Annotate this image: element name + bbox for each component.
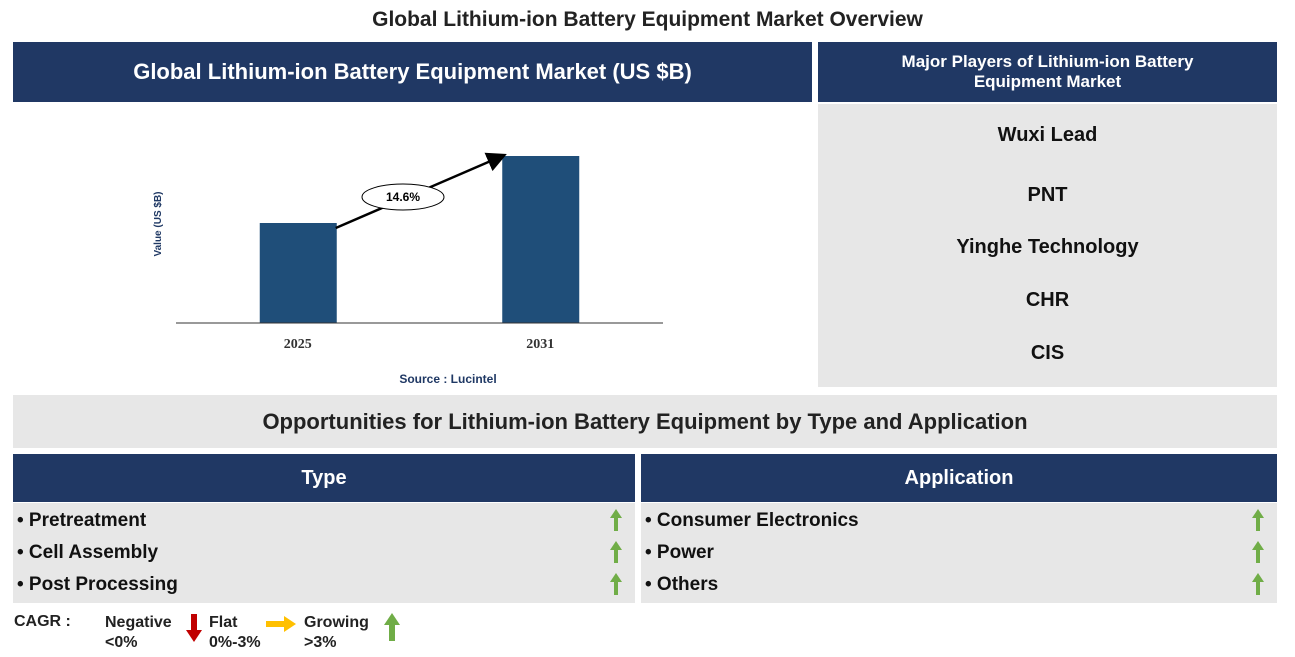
legend-range: <0% [105, 634, 138, 651]
down-arrow [186, 614, 202, 642]
players-panel: Wuxi Lead PNT Yinghe Technology CHR CIS [818, 104, 1277, 387]
source: Source : Lucintel [399, 372, 496, 386]
legend-flat: Flat 0%-3% [209, 613, 261, 653]
player-name: Wuxi Lead [997, 124, 1098, 146]
growth-arrow [610, 509, 622, 531]
bar [259, 223, 337, 323]
growth-arrow [610, 541, 622, 563]
right-arrow [266, 616, 296, 632]
chart-header: Global Lithium-ion Battery Equipment Mar… [13, 42, 812, 102]
player-name: PNT [1027, 184, 1068, 206]
chart: Value (US $B) 2025 2031 14.6% Source : Lucin… [153, 152, 663, 386]
application-panel: • Consumer Electronics • Power • Others [641, 503, 1277, 603]
list-item: • Cell Assembly [17, 542, 159, 563]
bar [502, 156, 580, 323]
legend-negative: Negative <0% [105, 613, 172, 653]
x-tick-label: 2025 [284, 337, 312, 352]
legend-growing: Growing >3% [304, 613, 369, 653]
legend-text: Negative [105, 614, 172, 631]
type-header: Type [13, 454, 635, 502]
player-name: CIS [1030, 342, 1065, 364]
legend-text: Growing [304, 614, 369, 631]
growth-arrow [1252, 573, 1264, 595]
type-panel: • Pretreatment • Cell Assembly • Post Proc… [13, 503, 635, 603]
players-header: Major Players of Lithium-ion Battery Equ… [818, 42, 1277, 102]
legend-range: 0%-3% [209, 634, 261, 651]
list-item: • Power [645, 542, 714, 563]
cagr-label: 14.6% [386, 190, 420, 204]
legend-label: CAGR : [14, 613, 71, 630]
opportunities-title: Opportunities for Lithium-ion Battery Eq… [13, 395, 1277, 448]
player-name: Yinghe Technology [956, 236, 1139, 258]
cagr-bubble [361, 183, 445, 211]
legend-range: >3% [304, 634, 337, 651]
list-item: • Consumer Electronics [645, 510, 859, 531]
growth-arrow [1252, 541, 1264, 563]
growth-arrow [610, 573, 622, 595]
list-item: • Others [645, 574, 719, 595]
legend-text: Flat [209, 614, 238, 631]
growth-arrow [1252, 509, 1264, 531]
list-item: • Post Processing [17, 574, 178, 595]
list-item: • Pretreatment [17, 510, 147, 531]
x-tick-label: 2031 [526, 337, 554, 352]
page-title: Global Lithium-ion Battery Equipment Mar… [372, 8, 923, 31]
application-header: Application [641, 454, 1277, 502]
y-axis-label: Value (US $B) [153, 191, 164, 256]
up-arrow [384, 613, 400, 641]
player-name: CHR [1025, 289, 1070, 311]
